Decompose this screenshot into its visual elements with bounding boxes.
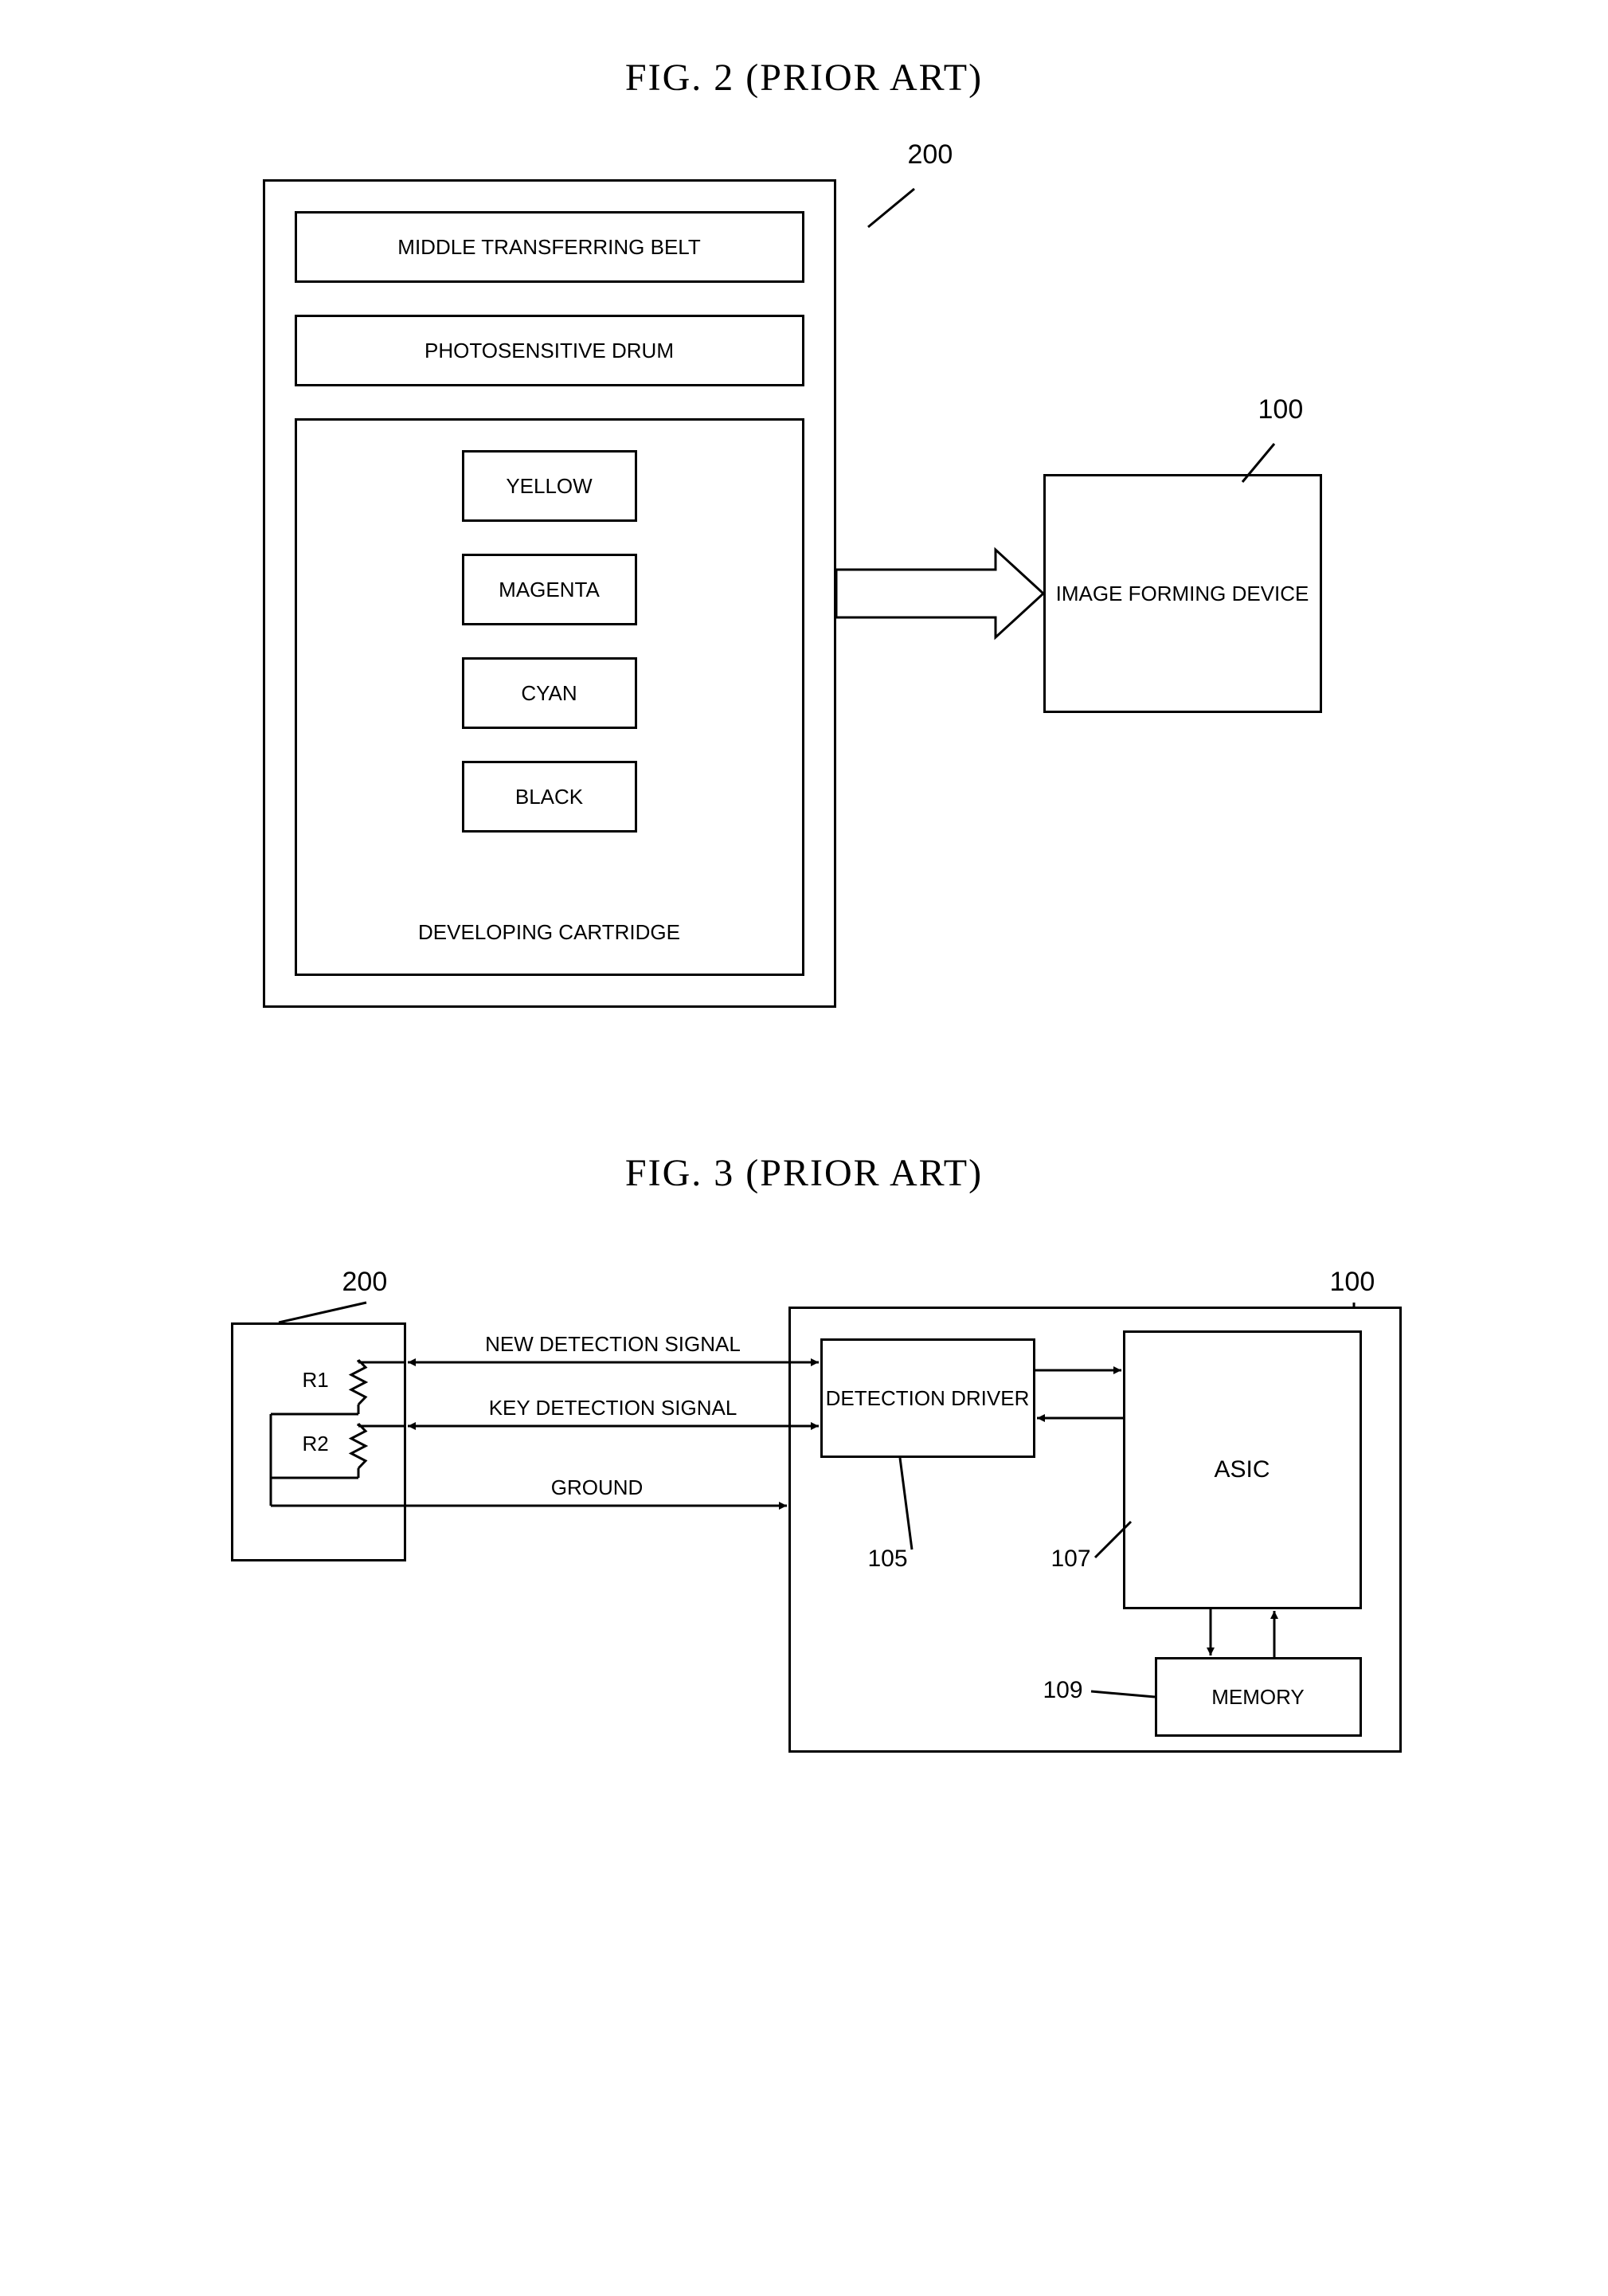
fig3-diagram: DETECTION DRIVER ASIC MEMORY R1 R2 NEW DETECT… [167,1227,1442,1785]
fig3-asic-box: ASIC [1123,1330,1362,1609]
fig3-signal-ground-label: GROUND [422,1475,773,1500]
fig3-signal-new-label: NEW DETECTION SIGNAL [422,1332,804,1357]
fig3-callout-105: 105 [868,1546,908,1573]
fig2-callout-200-line [868,189,914,227]
fig2-belt-box: MIDDLE TRANSFERRING BELT [295,211,804,283]
fig3-signal-key-label: KEY DETECTION SIGNAL [422,1396,804,1420]
fig3-callout-109: 109 [1043,1677,1083,1704]
fig3-callout-200: 200 [342,1267,388,1298]
fig3-r2-label: R2 [303,1432,329,1456]
fig3-r1-label: R1 [303,1368,329,1393]
fig2-yellow-box: YELLOW [462,450,637,522]
fig3-callout-100: 100 [1330,1267,1375,1298]
fig2-arrow [836,550,1043,637]
fig2-diagram: MIDDLE TRANSFERRING BELT PHOTOSENSITIVE D… [167,131,1442,1087]
fig2-image-forming-device-box: IMAGE FORMING DEVICE [1043,474,1322,713]
fig2-black-box: BLACK [462,761,637,833]
fig3-detection-driver-box: DETECTION DRIVER [820,1338,1035,1458]
fig2-callout-100-label: 100 [1258,394,1304,425]
fig2-cyan-box: CYAN [462,657,637,729]
fig2-callout-200-label: 200 [908,139,953,170]
fig3-callout-107: 107 [1051,1546,1091,1573]
fig2-title: FIG. 2 (PRIOR ART) [32,56,1576,100]
fig3-memory-box: MEMORY [1155,1657,1362,1737]
fig2-devcart-label: DEVELOPING CARTRIDGE [295,920,804,945]
fig3-title: FIG. 3 (PRIOR ART) [32,1151,1576,1195]
fig2-drum-box: PHOTOSENSITIVE DRUM [295,315,804,386]
fig2-magenta-box: MAGENTA [462,554,637,625]
